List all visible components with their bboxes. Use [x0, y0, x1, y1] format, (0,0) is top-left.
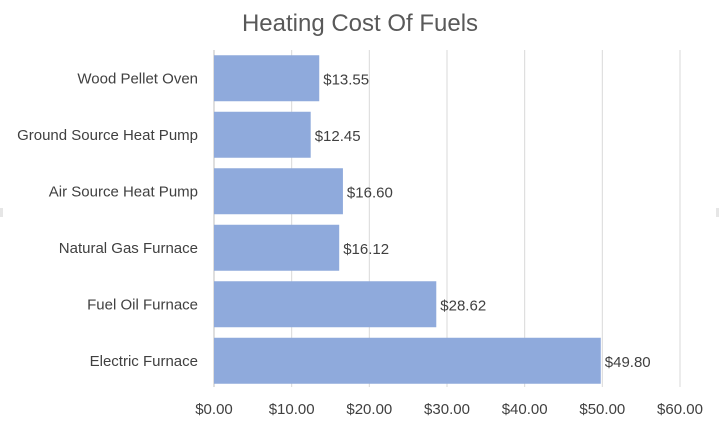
- data-label: $28.62: [440, 297, 486, 314]
- category-label: Fuel Oil Furnace: [87, 296, 198, 313]
- data-label: $13.55: [323, 71, 369, 88]
- data-labels: $13.55 $12.45 $16.60 $16.12 $28.62 $49.80: [315, 71, 651, 371]
- data-label: $16.60: [347, 184, 393, 201]
- bar: [214, 55, 320, 102]
- x-tick-label: $20.00: [346, 401, 392, 418]
- left-edge-mark: [0, 208, 3, 217]
- category-label: Ground Source Heat Pump: [17, 127, 198, 144]
- data-label: $16.12: [343, 241, 389, 258]
- right-edge-mark: [716, 208, 719, 217]
- chart-title: Heating Cost Of Fuels: [242, 10, 478, 37]
- x-tick-label: $40.00: [502, 401, 548, 418]
- x-tick-label: $50.00: [579, 401, 625, 418]
- bar: [214, 281, 437, 328]
- x-tick-label: $10.00: [269, 401, 315, 418]
- category-label: Air Source Heat Pump: [49, 183, 198, 200]
- x-tick-label: $30.00: [424, 401, 470, 418]
- bar: [214, 168, 343, 215]
- bar: [214, 111, 311, 158]
- data-label: $12.45: [315, 128, 361, 145]
- x-tick-label: $0.00: [195, 401, 233, 418]
- category-label: Wood Pellet Oven: [77, 70, 198, 87]
- category-labels: Wood Pellet Oven Ground Source Heat Pump A…: [17, 70, 198, 370]
- bar: [214, 337, 601, 384]
- x-axis-tick-labels: $0.00 $10.00 $20.00 $30.00 $40.00 $50.00 $60.0…: [195, 401, 703, 418]
- gridlines: [213, 50, 681, 387]
- category-label: Natural Gas Furnace: [59, 240, 198, 257]
- x-tick-label: $60.00: [657, 401, 703, 418]
- category-label: Electric Furnace: [90, 353, 198, 370]
- bar: [214, 224, 340, 271]
- data-label: $49.80: [605, 354, 651, 371]
- bars: [214, 55, 601, 384]
